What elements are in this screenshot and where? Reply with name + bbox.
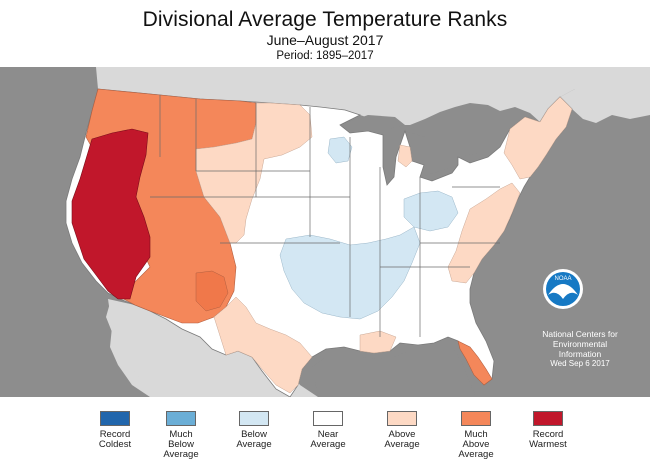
legend-swatch <box>166 411 196 426</box>
legend-label: Below <box>241 429 267 440</box>
legend-label: Record <box>99 429 131 440</box>
legend-item-near: Near Average <box>288 411 368 450</box>
legend-swatch <box>387 411 417 426</box>
region-below-ohio-valley <box>403 190 459 232</box>
credit-block: National Centers for Environmental Infor… <box>524 329 636 369</box>
state-borders <box>150 95 500 337</box>
legend-swatch <box>239 411 269 426</box>
legend-label: Warmest <box>529 439 567 450</box>
legend-item-below: Below Average <box>214 411 294 450</box>
legend-swatch <box>100 411 130 426</box>
map-period: Period: 1895–2017 <box>276 50 374 62</box>
noaa-logo-text: NOAA <box>554 276 571 282</box>
legend-label: Below <box>168 439 194 450</box>
region-much-above-southwest <box>195 270 229 312</box>
legend: Record Coldest Much Below Average Below … <box>0 397 650 475</box>
legend-label: Average <box>163 449 199 460</box>
baja-land <box>106 303 150 379</box>
legend-item-much-below: Much Below Average <box>141 411 221 460</box>
map-header: Divisional Average Temperature Ranks Jun… <box>0 0 650 66</box>
legend-item-record-coldest: Record Coldest <box>75 411 155 450</box>
noaa-logo: NOAA <box>543 269 583 309</box>
legend-label: Record <box>532 429 564 440</box>
credit-line-2: Environmental <box>552 339 608 349</box>
legend-label: Average <box>384 439 420 450</box>
legend-label: Near <box>317 429 339 440</box>
region-above-rockies <box>195 102 313 244</box>
legend-swatch <box>461 411 491 426</box>
legend-swatch <box>313 411 343 426</box>
legend-label: Average <box>236 439 272 450</box>
legend-label: Coldest <box>98 439 132 450</box>
credit-line-1: National Centers for <box>542 329 618 339</box>
region-below-wisconsin <box>327 136 353 164</box>
credit-date: Wed Sep 6 2017 <box>550 359 610 368</box>
map-svg: NOAA <box>0 67 650 397</box>
credit-line-3: Information <box>558 349 602 359</box>
legend-label: Average <box>310 439 346 450</box>
maritime-land <box>560 67 650 123</box>
legend-label: Average <box>458 449 494 460</box>
region-above-texas <box>213 296 313 394</box>
legend-item-record-warmest: Record Warmest <box>508 411 588 450</box>
lake-michigan <box>383 135 396 185</box>
gulf-of-mexico <box>312 349 476 397</box>
legend-label: Above <box>388 429 416 440</box>
canada-land <box>96 67 575 125</box>
temperature-rank-map: NOAA National Centers for Environmental … <box>0 67 650 397</box>
region-much-above-florida <box>457 340 493 386</box>
legend-label: Above <box>462 439 490 450</box>
region-record-warmest <box>71 128 151 300</box>
region-above-michigan <box>397 144 413 168</box>
legend-label: Much <box>464 429 488 440</box>
legend-swatch <box>533 411 563 426</box>
map-title: Divisional Average Temperature Ranks <box>142 8 508 31</box>
lake-erie <box>420 165 458 181</box>
region-above-east <box>447 182 521 284</box>
lake-superior <box>340 115 405 133</box>
legend-label: Much <box>169 429 193 440</box>
legend-item-much-above: Much Above Average <box>436 411 516 460</box>
legend-item-above: Above Average <box>362 411 442 450</box>
region-above-northeast <box>503 96 573 180</box>
map-subtitle: June–August 2017 <box>266 32 384 48</box>
